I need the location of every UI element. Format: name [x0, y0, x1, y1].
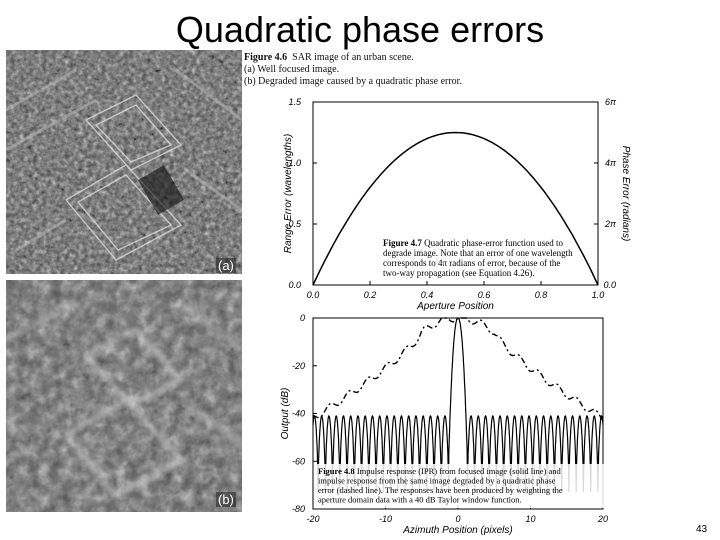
phase-y-tick-label: 0.0	[288, 280, 301, 290]
phase-error-curve	[312, 131, 599, 286]
figure-4-8-caption-line: impulse response from the same image deg…	[318, 476, 556, 486]
ipr-x-tick-label: 0	[455, 514, 460, 524]
phase-x-tick-label: 0.0	[307, 290, 320, 300]
figure-4-6-line-b: (b) Degraded image caused by a quadratic…	[244, 76, 462, 87]
phase-x-tick-label: 0.2	[364, 290, 377, 300]
phase-y2-tick-label: 4π	[605, 158, 617, 168]
page-number: 43	[696, 524, 708, 535]
ipr-x-tick-label: 10	[525, 514, 535, 524]
sar-image-degraded	[6, 280, 242, 512]
ipr-x-tick-label: -10	[379, 514, 392, 524]
phase-x-tick-label: 1.0	[592, 290, 605, 300]
slide-title: Quadratic phase errors	[175, 9, 545, 50]
figure-4-7-caption-line: Figure 4.7 Quadratic phase-error functio…	[383, 238, 564, 248]
panel-label-b: (b)	[216, 492, 236, 507]
ipr-x-tick-label: -20	[306, 514, 319, 524]
figure-4-8-caption-line: aperture domain data with a 40 dB Taylor…	[318, 495, 522, 505]
figure-4-6-caption: Figure 4.6 SAR image of an urban scene. …	[244, 52, 514, 88]
phase-chart-frame	[312, 101, 599, 286]
figure-4-6-number: Figure 4.6	[244, 52, 288, 63]
phase-y-tick-label: 1.0	[288, 158, 301, 168]
phase-x-tick-label: 0.4	[421, 290, 434, 300]
ipr-y-tick-label: -60	[292, 456, 305, 466]
ipr-y-tick-label: -20	[292, 361, 305, 371]
sar-image-a-graphic	[6, 50, 242, 274]
phase-x-axis-label: Aperture Position	[416, 301, 494, 312]
figure-4-8-caption-background	[315, 464, 605, 508]
phase-y-tick-label: 1.5	[288, 97, 302, 107]
figure-4-7-number: Figure 4.7	[383, 238, 424, 248]
phase-x-tick-label: 0.8	[535, 290, 548, 300]
ipr-x-axis-label: Azimuth Position (pixels)	[402, 525, 512, 536]
ipr-y-tick-label: -40	[292, 409, 305, 419]
figure-4-6-line-a: (a) Well focused image.	[244, 64, 340, 75]
figure-4-8-caption-line: error (dashed line). The responses have …	[318, 485, 563, 495]
phase-y2-tick-label: 6π	[605, 97, 617, 107]
figure-4-7-caption-line: two-way propagation (see Equation 4.26).	[383, 268, 534, 278]
phase-y2-tick-label: 2π	[604, 219, 617, 229]
ipr-degraded-curve	[312, 317, 604, 422]
figure-4-6-title: SAR image of an urban scene.	[292, 52, 414, 63]
phase-x-tick-label: 0.6	[478, 290, 491, 300]
phase-y-axis-label: Range Error (wavelengths)	[283, 134, 294, 254]
panel-label-a: (a)	[216, 258, 236, 273]
ipr-y-axis-label: Output (dB)	[280, 388, 291, 440]
ipr-y-tick-label: 0	[300, 313, 305, 323]
figure-4-7-caption-line: corresponds to 4π radians of error, beca…	[383, 258, 560, 268]
sar-image-well-focused	[6, 50, 242, 274]
figure-4-7-caption-line: degrade image. Note that an error of one…	[383, 248, 573, 258]
figure-4-8-caption-text: Impulse response (IPR) from focused imag…	[357, 466, 562, 476]
figure-4-8-caption-line: Figure 4.8 Impulse response (IPR) from f…	[318, 466, 562, 476]
phase-y2-tick-label: 0.0	[603, 280, 616, 290]
ipr-y-tick-label: -80	[292, 504, 305, 514]
figure-4-7-caption-text: Quadratic phase-error function used to	[424, 238, 563, 248]
sar-image-b-graphic	[6, 280, 242, 512]
ipr-x-tick-label: 20	[597, 514, 608, 524]
phase-y2-axis-label: Phase Error (radians)	[620, 146, 631, 242]
figure-4-8-number: Figure 4.8	[318, 466, 357, 476]
phase-y-tick-label: 0.5	[288, 219, 302, 229]
